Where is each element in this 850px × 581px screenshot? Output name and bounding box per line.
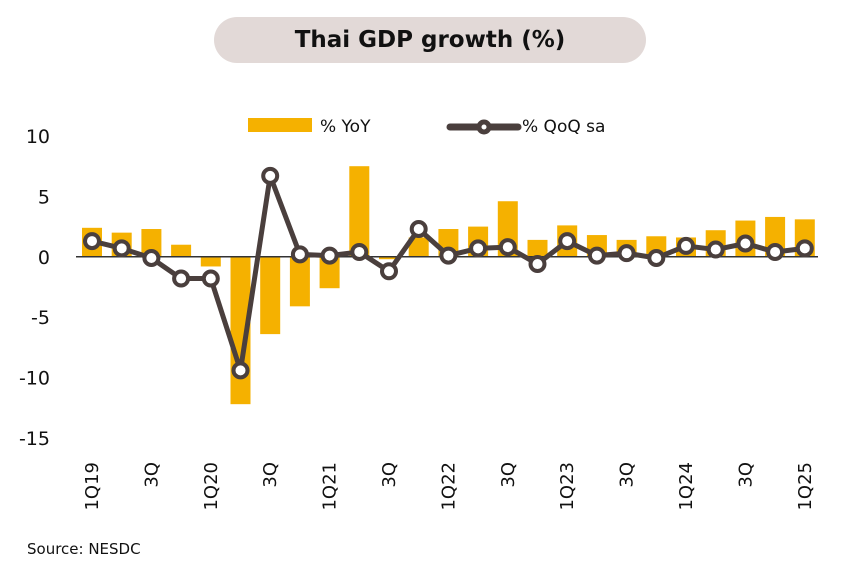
x-tick-label: 1Q23: [557, 462, 578, 511]
yoy-bar: [379, 256, 399, 260]
legend: % YoY % QoQ sa: [248, 117, 605, 137]
x-tick-label: 3Q: [735, 462, 756, 488]
x-tick-label: 1Q19: [82, 462, 103, 511]
legend-yoy-swatch: [248, 118, 312, 132]
yoy-bar: [319, 256, 340, 289]
yoy-bar: [200, 256, 221, 267]
qoq-line-series: [83, 166, 814, 380]
x-tick-label: 1Q22: [438, 462, 459, 511]
qoq-line: [91, 173, 806, 373]
yoy-bar: [260, 256, 281, 335]
y-tick-label: 10: [26, 126, 50, 148]
yoy-bar: [349, 166, 370, 257]
qoq-point: [290, 245, 309, 264]
yoy-bars: [82, 166, 815, 405]
x-axis: 1Q19 3Q 1Q20 3Q 1Q21 3Q 1Q22 3Q 1Q23 3Q 1Q24 3Q 1Q25: [82, 462, 816, 511]
qoq-point: [350, 242, 369, 261]
qoq-point: [558, 232, 577, 251]
qoq-point: [320, 246, 339, 265]
chart-title: Thai GDP growth (%): [214, 17, 646, 63]
yoy-bar: [408, 237, 429, 257]
qoq-point: [498, 238, 517, 257]
qoq-point: [409, 220, 428, 239]
qoq-point: [706, 240, 725, 259]
yoy-bar: [171, 244, 192, 257]
y-axis: 10 5 0 -5 -10 -15: [19, 126, 50, 450]
qoq-point: [795, 239, 814, 258]
y-tick-label: 0: [38, 247, 50, 269]
y-tick-label: -5: [31, 307, 50, 329]
x-tick-label: 3Q: [141, 462, 162, 488]
qoq-point: [647, 249, 666, 268]
qoq-point: [587, 246, 606, 265]
yoy-bar: [289, 256, 310, 307]
legend-yoy-label: % YoY: [320, 117, 371, 137]
qoq-point: [439, 246, 458, 265]
x-tick-label: 1Q25: [795, 462, 816, 511]
qoq-point: [380, 262, 398, 281]
legend-qoq-marker: [476, 119, 492, 135]
qoq-point: [142, 249, 161, 268]
y-tick-label: -10: [19, 368, 50, 390]
qoq-point: [528, 255, 547, 274]
y-tick-label: 5: [38, 186, 50, 208]
legend-qoq-label: % QoQ sa: [522, 117, 605, 137]
qoq-point: [112, 239, 131, 258]
qoq-point: [766, 242, 785, 261]
qoq-point: [83, 232, 101, 251]
y-tick-label: -15: [19, 428, 50, 450]
x-tick-label: 1Q21: [320, 462, 341, 511]
qoq-point: [736, 234, 755, 253]
qoq-point: [201, 269, 220, 288]
qoq-point: [172, 269, 191, 288]
x-tick-label: 3Q: [498, 462, 519, 488]
x-tick-label: 3Q: [379, 462, 400, 488]
x-tick-label: 3Q: [260, 462, 281, 488]
qoq-point: [677, 236, 695, 255]
qoq-point: [231, 361, 250, 380]
qoq-point: [469, 239, 488, 258]
source-note: Source: NESDC: [27, 540, 141, 558]
qoq-point: [261, 166, 280, 185]
x-tick-label: 1Q24: [676, 462, 697, 511]
x-tick-label: 3Q: [617, 462, 638, 488]
yoy-bar: [141, 229, 162, 257]
yoy-bar: [527, 239, 548, 257]
qoq-point: [617, 244, 636, 263]
x-tick-label: 1Q20: [201, 462, 222, 511]
